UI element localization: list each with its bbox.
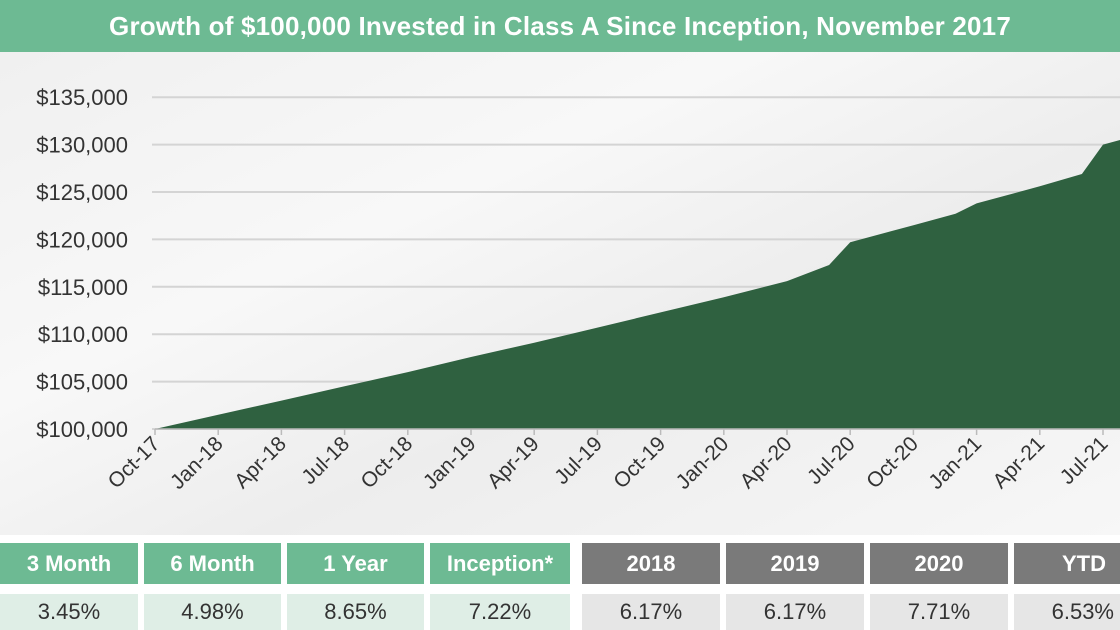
x-tick-label: Oct-18 (357, 432, 418, 493)
header-3-month: 3 Month (0, 543, 138, 584)
x-tick-label: Apr-18 (230, 432, 291, 493)
y-tick-label: $130,000 (36, 133, 128, 158)
value-6-month: 4.98% (144, 594, 281, 630)
x-tick-label: Apr-21 (989, 432, 1050, 493)
x-tick-label: Jan-21 (924, 432, 986, 494)
header-6-month: 6 Month (144, 543, 281, 584)
growth-area-chart: $100,000 $105,000 $110,000 $115,000 $120,000… (36, 85, 1120, 494)
x-tick-label: Jul-21 (1056, 432, 1113, 489)
header-2019: 2019 (726, 543, 864, 584)
y-tick-label: $125,000 (36, 180, 128, 205)
x-tick-label: Jan-19 (419, 432, 481, 494)
header-1-year: 1 Year (287, 543, 424, 584)
chart-title: Growth of $100,000 Invested in Class A S… (0, 0, 1120, 52)
y-tick-label: $135,000 (36, 85, 128, 110)
header-ytd: YTD (1014, 543, 1120, 584)
value-1-year: 8.65% (287, 594, 424, 630)
y-tick-label: $110,000 (38, 322, 128, 347)
header-inception: Inception* (430, 543, 570, 584)
x-tick-label: Jul-20 (803, 432, 860, 489)
growth-area (155, 140, 1120, 429)
value-3-month: 3.45% (0, 594, 138, 630)
x-tick-label: Apr-19 (483, 432, 544, 493)
x-tick-label: Oct-19 (609, 432, 670, 493)
chart-area: $100,000 $105,000 $110,000 $115,000 $120,000… (0, 52, 1120, 535)
header-2018: 2018 (582, 543, 720, 584)
y-tick-label: $105,000 (36, 370, 128, 395)
value-2020: 7.71% (870, 594, 1008, 630)
x-tick-label: Oct-20 (862, 432, 923, 493)
performance-table: 3 Month 6 Month 1 Year Inception* 2018 2… (0, 543, 1120, 630)
x-tick-label: Jul-18 (297, 432, 354, 489)
y-tick-label: $100,000 (36, 417, 128, 442)
x-tick-label: Jan-20 (672, 432, 734, 494)
y-tick-label: $115,000 (38, 275, 128, 300)
value-ytd: 6.53% (1014, 594, 1120, 630)
value-inception: 7.22% (430, 594, 570, 630)
x-tick-label: Jan-18 (166, 432, 228, 494)
value-2018: 6.17% (582, 594, 720, 630)
header-2020: 2020 (870, 543, 1008, 584)
y-tick-label: $120,000 (36, 227, 128, 252)
value-2019: 6.17% (726, 594, 864, 630)
x-tick-label: Apr-20 (736, 432, 797, 493)
x-tick-label: Jul-19 (550, 432, 607, 489)
